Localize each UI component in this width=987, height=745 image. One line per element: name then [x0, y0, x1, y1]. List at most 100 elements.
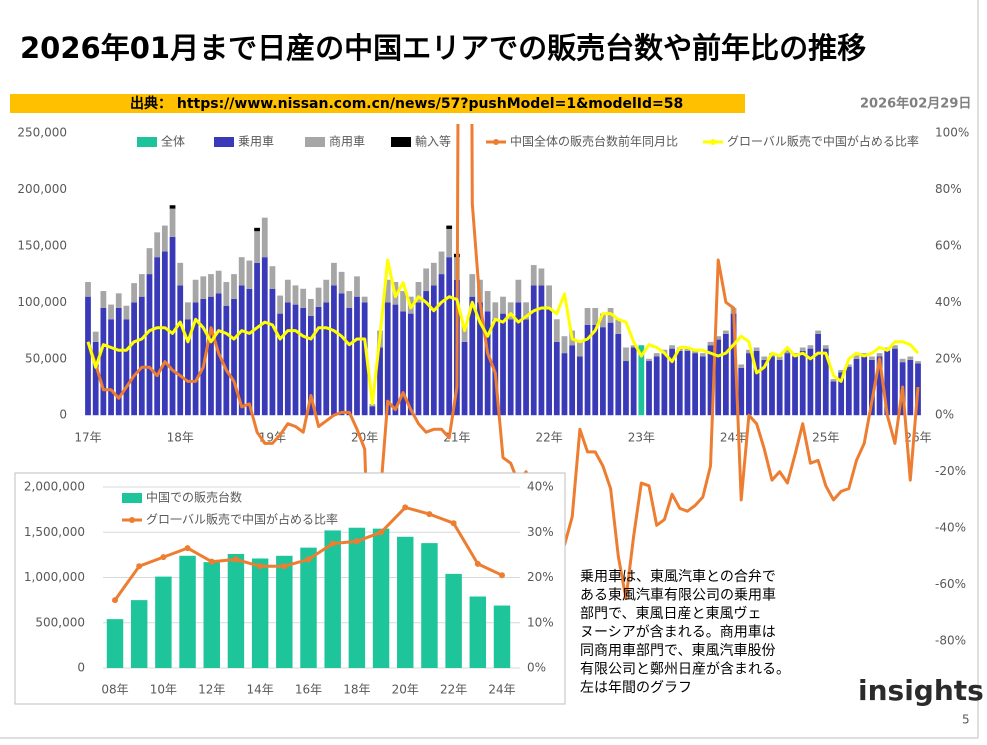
- bar: [530, 285, 537, 416]
- bar: [131, 283, 137, 303]
- bar: [630, 347, 637, 416]
- bar: [277, 295, 284, 314]
- note: 乗用車は、東風汽車との合弁である東風汽車有限公司の乗用車部門で、東風日産と東風ヴ…: [580, 568, 790, 696]
- line-point: [450, 520, 457, 527]
- date: 2026年02月29日: [860, 96, 971, 112]
- y-tick-label: 500,000: [35, 615, 85, 629]
- bar: [361, 296, 368, 303]
- y-tick-label: 2,000,000: [24, 480, 85, 494]
- legend-label: 輸入等: [415, 134, 451, 149]
- bar: [669, 348, 675, 416]
- x-tick-label: 17年: [74, 431, 101, 445]
- bar: [423, 291, 430, 416]
- bar: [130, 600, 148, 668]
- x-tick-label: 12年: [198, 683, 225, 697]
- bar: [108, 304, 114, 320]
- bar: [231, 298, 237, 416]
- bar: [738, 364, 745, 368]
- bar: [215, 270, 222, 294]
- bar: [892, 348, 898, 416]
- bar: [761, 359, 768, 416]
- legend-swatch: [137, 137, 157, 147]
- bar: [254, 262, 260, 416]
- bar: [400, 291, 406, 312]
- y2-tick-label: -80%: [935, 634, 966, 648]
- legend-label: 商用車: [329, 134, 365, 149]
- bar: [546, 285, 552, 308]
- bar: [430, 285, 437, 416]
- source: 出典： https://www.nissan.com.cn/news/57?pu…: [130, 95, 683, 112]
- y2-tick-label: 60%: [935, 238, 962, 252]
- bar: [615, 319, 622, 334]
- bar: [100, 307, 107, 416]
- bar: [85, 296, 91, 416]
- bar: [292, 304, 299, 416]
- line-point: [353, 538, 360, 545]
- bar: [600, 327, 606, 416]
- y2-tick-label: 30%: [527, 525, 554, 539]
- bar: [246, 260, 253, 289]
- bar: [323, 302, 330, 416]
- bar: [438, 274, 445, 416]
- bar: [446, 228, 453, 258]
- bar: [254, 227, 260, 232]
- x-tick-label: 25年: [812, 431, 839, 445]
- bar: [569, 345, 576, 416]
- x-tick-label: 26年: [904, 431, 931, 445]
- bar: [372, 528, 390, 668]
- page-number: 5: [962, 713, 970, 727]
- bar: [869, 359, 875, 416]
- x-tick-label: 24年: [720, 431, 747, 445]
- bar: [715, 339, 722, 416]
- y-tick-label: 250,000: [17, 126, 67, 140]
- bar: [538, 268, 545, 286]
- bar: [699, 356, 706, 416]
- bar: [907, 359, 914, 416]
- bar: [315, 287, 322, 307]
- bar: [445, 573, 462, 668]
- line-point: [378, 529, 385, 536]
- bar: [715, 336, 722, 340]
- bar: [692, 353, 699, 416]
- note-line: ある東風汽車有限公司の乗用車: [580, 587, 776, 604]
- bar: [853, 358, 860, 416]
- line-point: [499, 572, 505, 579]
- bar: [869, 356, 875, 360]
- bar: [185, 319, 191, 416]
- x-tick-label: 20年: [351, 431, 378, 445]
- line-point: [208, 558, 215, 565]
- bar: [261, 217, 268, 258]
- bar: [515, 279, 522, 303]
- bar: [653, 356, 660, 416]
- line-point: [257, 563, 264, 570]
- bar: [106, 619, 124, 668]
- bar: [254, 231, 260, 263]
- bar: [307, 298, 314, 316]
- legend-label: グロ一バル販売で中国が占める比率: [146, 512, 338, 527]
- bar: [261, 257, 268, 416]
- bar: [761, 356, 768, 360]
- line-point: [160, 554, 167, 561]
- bar: [300, 547, 317, 668]
- main-chart: 0 50,000 100,000 150,000 200,000 250,000 -80% -…: [17, 124, 969, 671]
- y2-tick-label: 0%: [527, 661, 546, 675]
- bar: [169, 236, 176, 416]
- bar: [208, 296, 214, 416]
- bar: [845, 364, 852, 367]
- bar: [284, 302, 291, 416]
- bar: [208, 274, 214, 297]
- bar: [830, 381, 837, 416]
- bar: [515, 302, 522, 416]
- legend-swatch: [122, 493, 142, 503]
- bar: [484, 291, 491, 312]
- line-point: [281, 563, 288, 570]
- bar: [397, 536, 414, 668]
- x-tick-label: 22年: [440, 683, 467, 697]
- bar: [338, 271, 345, 294]
- bar: [722, 330, 729, 334]
- bar: [92, 341, 99, 416]
- x-tick-label: 08年: [101, 683, 128, 697]
- bar: [161, 251, 168, 416]
- bar: [892, 345, 898, 349]
- bar: [784, 349, 791, 354]
